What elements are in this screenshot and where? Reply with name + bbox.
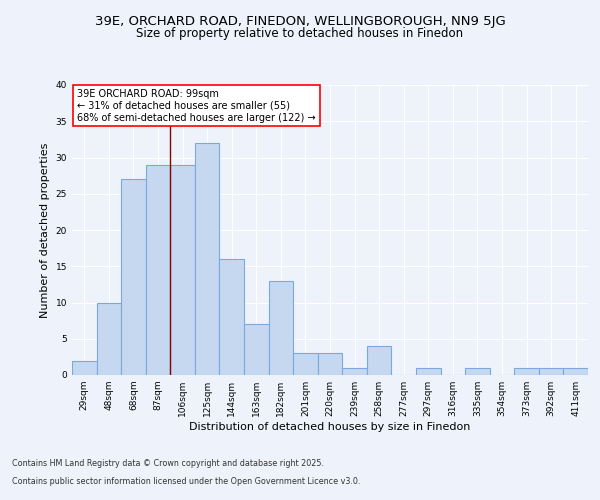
Bar [97,302,121,375]
Bar [563,368,588,375]
Bar [416,368,440,375]
Bar [195,143,220,375]
Bar [293,353,318,375]
Bar [146,165,170,375]
Bar [342,368,367,375]
Bar [539,368,563,375]
Bar [514,368,539,375]
Text: Contains public sector information licensed under the Open Government Licence v3: Contains public sector information licen… [12,477,361,486]
Bar [318,353,342,375]
Bar [220,259,244,375]
Text: Size of property relative to detached houses in Finedon: Size of property relative to detached ho… [136,28,464,40]
Bar [244,324,269,375]
Text: 39E, ORCHARD ROAD, FINEDON, WELLINGBOROUGH, NN9 5JG: 39E, ORCHARD ROAD, FINEDON, WELLINGBOROU… [95,15,505,28]
Bar [269,281,293,375]
Bar [367,346,391,375]
Y-axis label: Number of detached properties: Number of detached properties [40,142,50,318]
Bar [170,165,195,375]
Bar [465,368,490,375]
Bar [72,360,97,375]
Bar [121,180,146,375]
Text: Contains HM Land Registry data © Crown copyright and database right 2025.: Contains HM Land Registry data © Crown c… [12,458,324,468]
X-axis label: Distribution of detached houses by size in Finedon: Distribution of detached houses by size … [190,422,470,432]
Text: 39E ORCHARD ROAD: 99sqm
← 31% of detached houses are smaller (55)
68% of semi-de: 39E ORCHARD ROAD: 99sqm ← 31% of detache… [77,90,316,122]
